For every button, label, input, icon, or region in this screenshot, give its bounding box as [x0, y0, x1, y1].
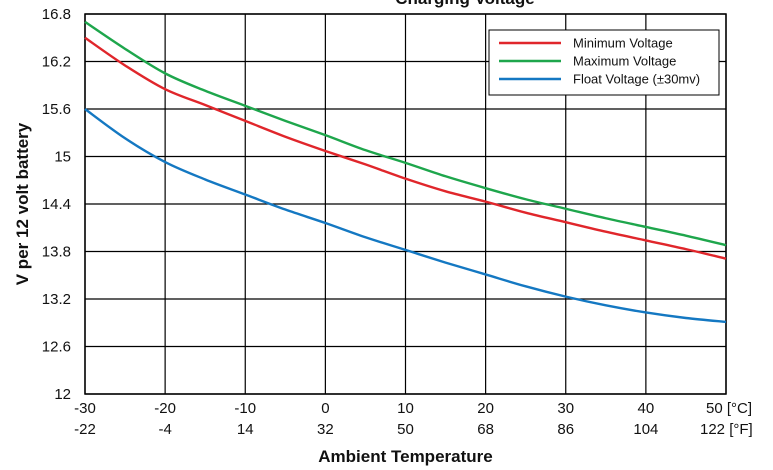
y-tick-label: 16.8: [42, 6, 71, 23]
x-tick-label-fahrenheit: 104: [633, 421, 658, 438]
x-tick-label-celsius: 0: [321, 400, 329, 417]
x-tick-label-celsius: 20: [477, 400, 494, 417]
x-tick-label-celsius: 40: [638, 400, 655, 417]
x-tick-label-celsius: 30: [557, 400, 574, 417]
series-line-2: [84, 20, 727, 247]
y-tick-label: 14.4: [42, 196, 71, 213]
legend: Minimum Voltage Maximum Voltage Float Volt…: [488, 29, 720, 96]
x-tick-label-fahrenheit: -4: [158, 421, 171, 438]
y-tick-label: 12: [54, 386, 71, 403]
legend-box: [488, 29, 720, 96]
x-tick-label-fahrenheit: 86: [557, 421, 574, 438]
y-tick-label: 15: [54, 149, 71, 166]
x-tick-label-celsius: 50 [°C]: [706, 400, 752, 417]
x-tick-label-celsius: 10: [397, 400, 414, 417]
y-axis-title: V per 12 volt battery: [13, 122, 32, 285]
tick-labels: 12 12.6 13.2 13.8 14.4 15 15.6 16.2 16.8 -30 -20 -1…: [42, 6, 753, 438]
series-group: [84, 20, 727, 324]
y-tick-label: 13.2: [42, 291, 71, 308]
plot-frame: [84, 13, 727, 395]
legend-label: Maximum Voltage: [573, 54, 676, 69]
y-tick-label: 12.6: [42, 339, 71, 356]
y-tick-label: 15.6: [42, 101, 71, 118]
y-tick-label: 16.2: [42, 54, 71, 71]
grid: [84, 13, 727, 395]
x-tick-label-celsius: -10: [234, 400, 256, 417]
chart-title-group: Charging Voltage: [395, 0, 534, 8]
x-tick-label-fahrenheit: 68: [477, 421, 494, 438]
x-tick-label-fahrenheit: 50: [397, 421, 414, 438]
x-tick-label-fahrenheit: 32: [317, 421, 334, 438]
chart-title: Charging Voltage: [395, 0, 534, 8]
legend-label: Float Voltage (±30mv): [573, 72, 700, 87]
x-tick-label-fahrenheit: 14: [237, 421, 254, 438]
x-tick-label-celsius: -20: [154, 400, 176, 417]
legend-label: Minimum Voltage: [573, 36, 673, 51]
y-tick-label: 13.8: [42, 244, 71, 261]
x-tick-label-celsius: -30: [74, 400, 96, 417]
x-tick-label-fahrenheit: 122 [°F]: [700, 421, 753, 438]
x-tick-label-fahrenheit: -22: [74, 421, 96, 438]
series-line-1: [84, 36, 727, 260]
x-axis-title: Ambient Temperature: [318, 447, 492, 466]
series-line-3: [84, 108, 727, 324]
